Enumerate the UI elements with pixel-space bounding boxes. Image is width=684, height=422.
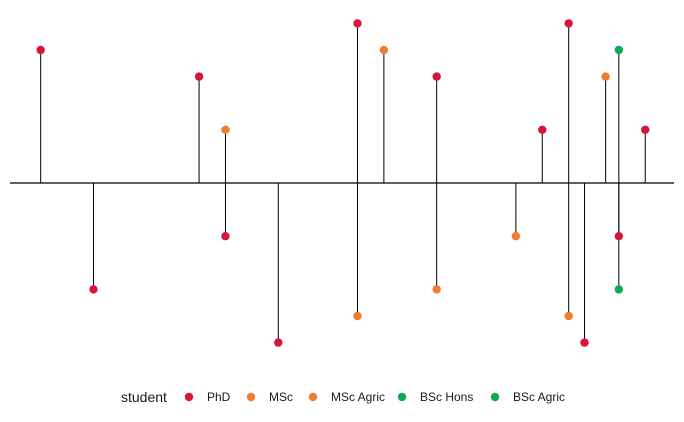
data-point-20 xyxy=(641,125,650,134)
data-point-18 xyxy=(614,232,624,241)
legend-label-4: BSc Agric xyxy=(513,390,565,404)
data-point-5 xyxy=(274,338,283,347)
points-layer xyxy=(36,19,650,347)
data-point-11 xyxy=(511,232,521,241)
data-point-7 xyxy=(353,311,362,321)
legend-key-1 xyxy=(246,392,256,402)
legend-title: student xyxy=(121,389,167,405)
legend-label-2: MSc Agric xyxy=(331,390,385,404)
data-point-16 xyxy=(601,72,610,81)
legend-key-2 xyxy=(308,392,318,402)
stems-layer xyxy=(40,23,646,343)
data-point-4 xyxy=(221,232,230,241)
legend-key-4 xyxy=(490,392,500,402)
data-point-19 xyxy=(614,285,624,294)
data-point-10 xyxy=(432,285,441,294)
data-point-14 xyxy=(564,311,573,321)
data-point-1 xyxy=(89,285,98,294)
data-point-15 xyxy=(580,338,589,347)
legend-label-1: MSc xyxy=(269,390,293,404)
legend-label-0: PhD xyxy=(207,390,231,404)
data-point-17 xyxy=(614,45,624,55)
data-point-12 xyxy=(538,125,547,134)
legend: student PhD MSc MSc Agric BSc Hons BSc Agric xyxy=(121,389,565,405)
data-point-8 xyxy=(379,45,389,55)
data-point-6 xyxy=(353,19,362,28)
data-point-3 xyxy=(221,125,230,134)
legend-label-3: BSc Hons xyxy=(420,390,473,404)
legend-key-0 xyxy=(184,392,194,402)
data-point-0 xyxy=(36,45,45,55)
legend-key-3 xyxy=(397,392,407,402)
data-point-2 xyxy=(194,72,204,81)
data-point-9 xyxy=(432,72,441,81)
data-point-13 xyxy=(564,19,573,28)
